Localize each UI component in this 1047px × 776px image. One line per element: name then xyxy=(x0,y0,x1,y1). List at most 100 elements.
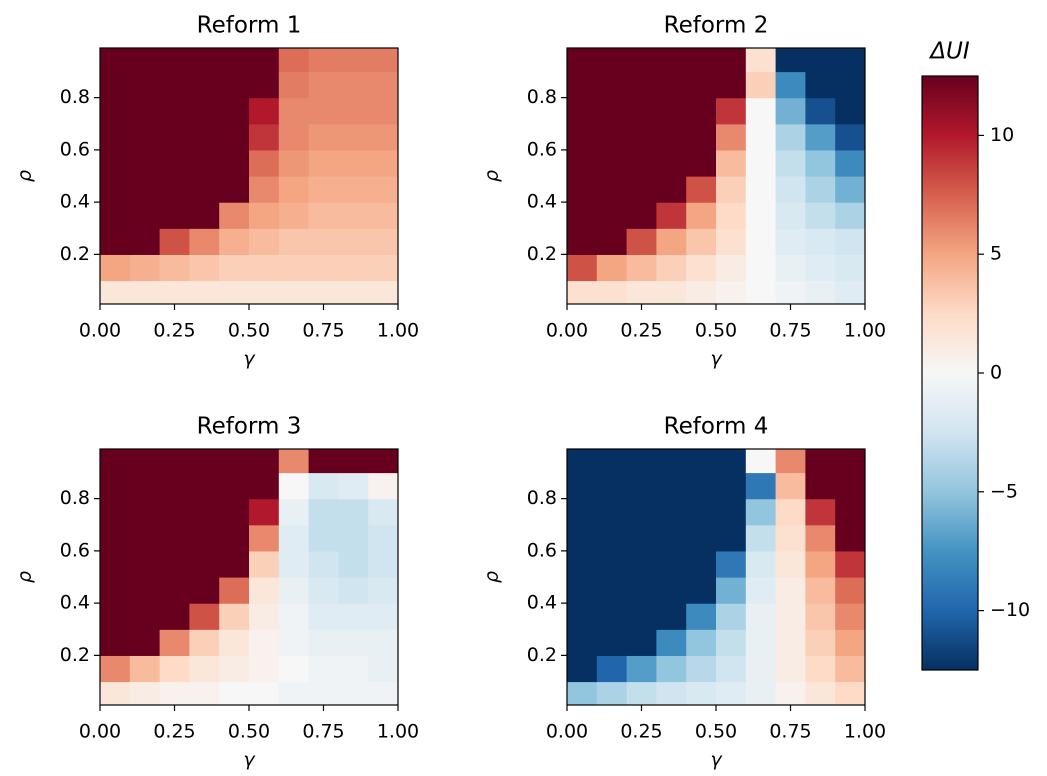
y-tick-label: 0.2 xyxy=(60,644,90,666)
cell xyxy=(189,577,220,604)
cell xyxy=(835,655,865,683)
cell xyxy=(189,280,220,304)
x-axis-label: γ xyxy=(243,348,256,370)
cell xyxy=(278,449,310,474)
cell xyxy=(278,577,310,604)
cell xyxy=(716,228,747,255)
cell xyxy=(567,472,598,500)
cell xyxy=(278,280,310,304)
y-tick-label: 0.8 xyxy=(60,86,90,108)
cell xyxy=(338,655,369,683)
cell xyxy=(686,577,717,604)
cell xyxy=(278,524,310,552)
cell xyxy=(686,681,717,705)
cell xyxy=(686,524,717,552)
cell xyxy=(567,681,598,705)
x-tick-label: 0.25 xyxy=(620,721,662,743)
cell xyxy=(368,449,398,474)
cell xyxy=(308,472,339,500)
cell xyxy=(308,71,339,99)
y-tick-label: 0.8 xyxy=(527,487,557,509)
cell xyxy=(100,498,131,526)
cell xyxy=(805,97,836,125)
cell xyxy=(159,280,190,304)
cell xyxy=(775,228,806,255)
y-axis-label: ρ xyxy=(14,571,36,583)
cell xyxy=(189,123,220,151)
cell xyxy=(219,176,250,203)
y-axis-label: ρ xyxy=(481,571,503,583)
cell xyxy=(686,472,717,500)
cell xyxy=(716,550,747,578)
cell xyxy=(308,550,339,578)
cell xyxy=(596,176,628,203)
cell xyxy=(716,48,747,73)
cell xyxy=(100,202,131,229)
cell xyxy=(567,655,598,683)
cell xyxy=(567,228,598,255)
cell xyxy=(249,629,280,656)
cell xyxy=(835,524,865,552)
cell xyxy=(189,71,220,99)
cell xyxy=(686,280,717,304)
cell xyxy=(159,603,190,630)
cell xyxy=(308,228,339,255)
cell xyxy=(716,498,747,526)
cell xyxy=(775,71,806,99)
cell xyxy=(567,202,598,229)
cell xyxy=(368,71,398,99)
cell xyxy=(189,254,220,282)
cell xyxy=(338,254,369,282)
cell xyxy=(219,280,250,304)
y-tick-label: 0.6 xyxy=(60,539,90,561)
cell xyxy=(338,449,369,474)
cell xyxy=(596,149,628,177)
cell xyxy=(368,202,398,229)
cell xyxy=(129,681,161,705)
cell xyxy=(249,550,280,578)
cell xyxy=(338,228,369,255)
cell xyxy=(775,524,806,552)
cell xyxy=(656,603,687,630)
cell xyxy=(835,603,865,630)
cell xyxy=(596,524,628,552)
cell xyxy=(308,149,339,177)
cell xyxy=(567,254,598,282)
cell xyxy=(775,176,806,203)
cell xyxy=(338,280,369,304)
cell xyxy=(745,48,777,73)
cell xyxy=(100,176,131,203)
cell xyxy=(805,629,836,656)
cell xyxy=(100,603,131,630)
cell xyxy=(338,577,369,604)
cell xyxy=(159,48,190,73)
y-tick-label: 0.4 xyxy=(527,592,557,614)
cell xyxy=(278,603,310,630)
cell xyxy=(308,202,339,229)
cell xyxy=(100,71,131,99)
cell xyxy=(159,655,190,683)
cell xyxy=(308,498,339,526)
cell xyxy=(308,577,339,604)
cell xyxy=(278,176,310,203)
x-axis-label: γ xyxy=(243,749,256,771)
cell xyxy=(249,681,280,705)
cell xyxy=(626,97,657,125)
cell xyxy=(686,149,717,177)
cell xyxy=(219,202,250,229)
cell xyxy=(308,681,339,705)
cell xyxy=(656,629,687,656)
cell xyxy=(100,681,131,705)
cell xyxy=(656,681,687,705)
x-tick-label: 0.00 xyxy=(79,320,121,342)
cell xyxy=(249,123,280,151)
cell xyxy=(249,472,280,500)
cell xyxy=(596,123,628,151)
cell xyxy=(835,280,865,304)
cell xyxy=(278,472,310,500)
cell xyxy=(686,71,717,99)
cell xyxy=(596,472,628,500)
cell xyxy=(716,254,747,282)
cell xyxy=(219,97,250,125)
